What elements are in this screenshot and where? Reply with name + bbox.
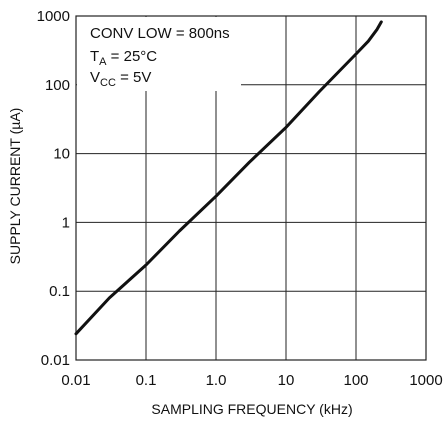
x-tick-label: 10 bbox=[278, 372, 295, 389]
temperature-subscript: A bbox=[99, 56, 107, 68]
plot-frame bbox=[75, 15, 427, 361]
y-axis-title: SUPPLY CURRENT (µA) bbox=[7, 108, 23, 265]
y-tick-label: 10 bbox=[53, 146, 70, 163]
x-tick-label: 0.1 bbox=[136, 372, 157, 389]
x-tick-label: 100 bbox=[343, 372, 368, 389]
vcc-symbol: V bbox=[90, 69, 100, 86]
x-axis-title: SAMPLING FREQUENCY (kHz) bbox=[151, 401, 352, 417]
temperature-symbol: T bbox=[90, 48, 99, 65]
x-tick-label: 0.01 bbox=[61, 372, 90, 389]
annotation-background bbox=[77, 17, 241, 91]
annotation-temperature: TA = 25°C bbox=[90, 48, 157, 68]
x-tick-label: 1.0 bbox=[206, 372, 227, 389]
y-tick-label: 1 bbox=[62, 214, 70, 231]
vcc-subscript: CC bbox=[100, 77, 116, 89]
x-tick-label: 1000 bbox=[409, 372, 442, 389]
temperature-value: = 25°C bbox=[107, 48, 158, 65]
tick-labels: 0.01 0.1 1.0 10 100 1000 0.01 0.1 1 10 100 1000 bbox=[37, 8, 443, 389]
y-tick-label: 100 bbox=[45, 77, 70, 94]
annotation: CONV LOW = 800ns TA = 25°C VCC = 5V bbox=[90, 25, 230, 89]
annotation-conv-low: CONV LOW = 800ns bbox=[90, 25, 230, 42]
supply-current-curve bbox=[74, 20, 383, 336]
annotation-vcc: VCC = 5V bbox=[90, 69, 151, 89]
y-tick-label: 1000 bbox=[37, 8, 70, 25]
y-tick-label: 0.1 bbox=[49, 283, 70, 300]
vcc-value: = 5V bbox=[116, 69, 151, 86]
y-tick-label: 0.01 bbox=[41, 352, 70, 369]
